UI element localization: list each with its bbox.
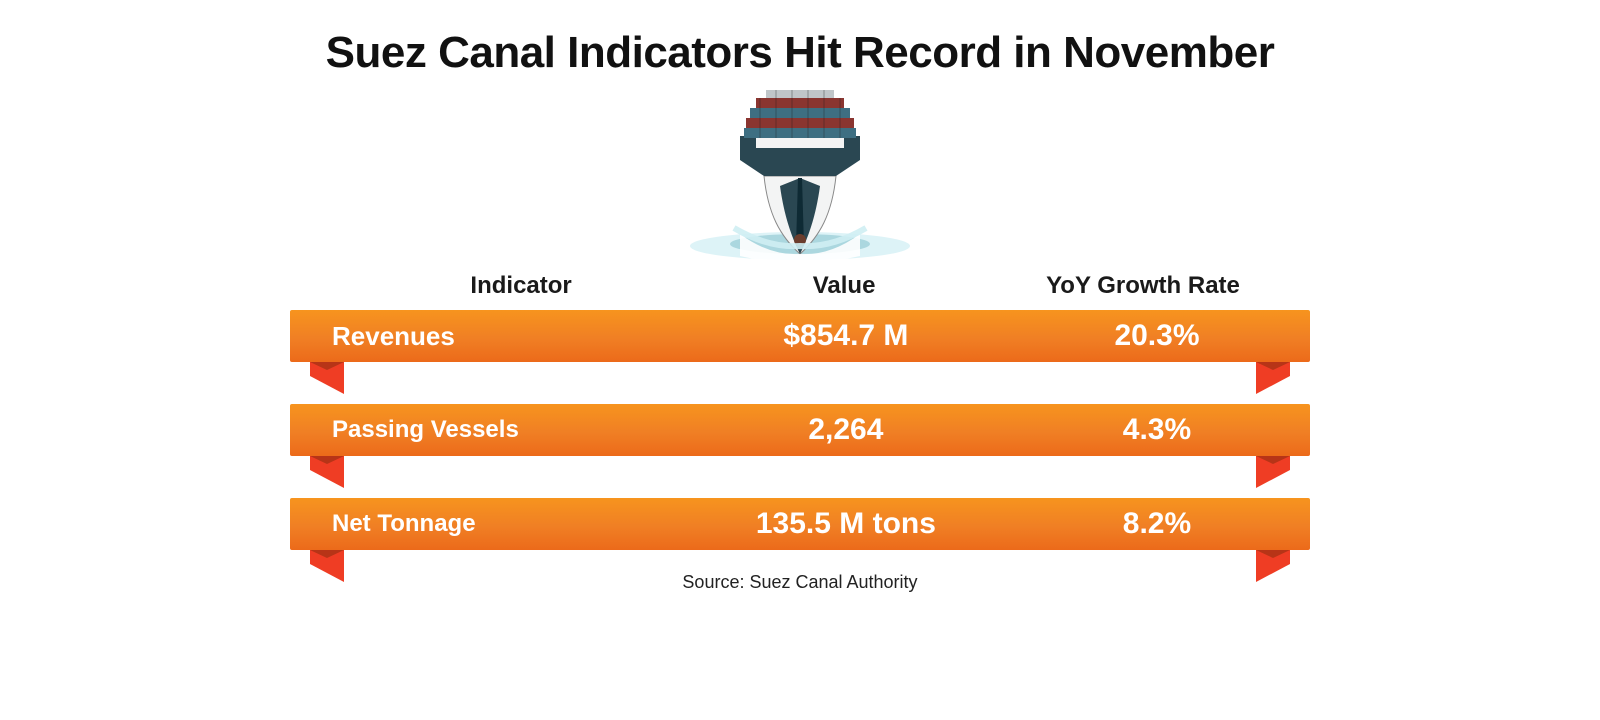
ribbon-bar: Revenues $854.7 M 20.3%	[290, 310, 1310, 362]
header-indicator: Indicator	[310, 272, 692, 300]
ribbon-fold-right-icon	[1256, 456, 1290, 488]
header-value: Value	[692, 272, 996, 300]
data-row: Revenues $854.7 M 20.3%	[290, 310, 1310, 362]
ribbon-fold-right-icon	[1256, 550, 1290, 582]
ribbon-fold-left-icon	[310, 456, 344, 488]
source-label: Source: Suez Canal Authority	[682, 572, 917, 593]
table-header-row: Indicator Value YoY Growth Rate	[310, 272, 1290, 300]
cell-yoy: 4.3%	[1004, 413, 1310, 447]
page-title: Suez Canal Indicators Hit Record in Nove…	[326, 28, 1275, 78]
cell-indicator: Passing Vessels	[290, 416, 688, 444]
cell-yoy: 20.3%	[1004, 319, 1310, 353]
ribbon-fold-left-icon	[310, 362, 344, 394]
ribbon-bar: Passing Vessels 2,264 4.3%	[290, 404, 1310, 456]
header-yoy: YoY Growth Rate	[996, 272, 1290, 300]
cell-indicator: Revenues	[290, 321, 688, 352]
cell-indicator: Net Tonnage	[290, 510, 688, 538]
ribbon-bar: Net Tonnage 135.5 M tons 8.2%	[290, 498, 1310, 550]
container-ship-icon	[680, 86, 920, 264]
data-row: Net Tonnage 135.5 M tons 8.2%	[290, 498, 1310, 550]
cell-value: 135.5 M tons	[688, 507, 1004, 541]
cell-value: 2,264	[688, 413, 1004, 447]
cell-value: $854.7 M	[688, 319, 1004, 353]
data-row: Passing Vessels 2,264 4.3%	[290, 404, 1310, 456]
cell-yoy: 8.2%	[1004, 507, 1310, 541]
ribbon-fold-left-icon	[310, 550, 344, 582]
ribbon-fold-right-icon	[1256, 362, 1290, 394]
